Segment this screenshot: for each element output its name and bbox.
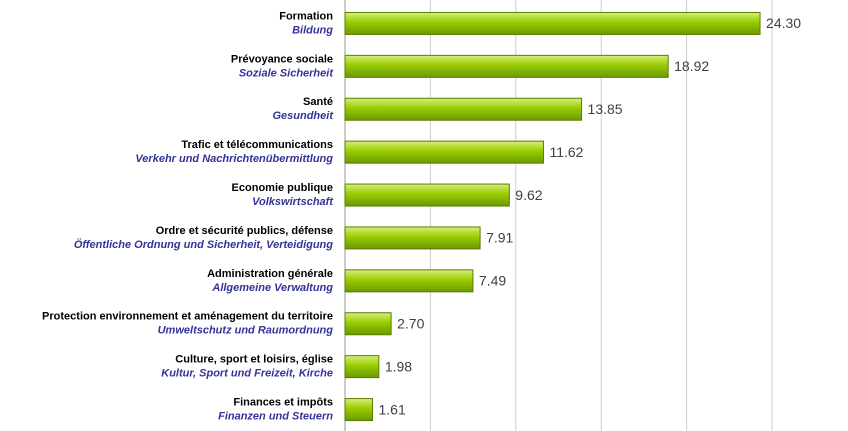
category-label: Santé [303,96,333,108]
bar [344,140,544,164]
value-label: 18.92 [674,58,709,74]
bar [344,312,392,336]
category-label: Finances et impôts [233,396,333,408]
bar [344,183,510,207]
value-label: 9.62 [515,187,542,203]
category-translation: Finanzen und Steuern [218,410,333,422]
category-translation: Kultur, Sport und Freizeit, Kirche [161,368,333,380]
value-label: 11.62 [549,144,583,160]
bar [344,226,481,250]
value-label: 13.85 [588,101,623,117]
category-label: Ordre et sécurité publics, défense [156,225,333,237]
category-label: Economie publique [232,182,333,194]
category-translation: Bildung [292,24,333,36]
bar [344,355,380,379]
category-label: Administration générale [207,268,333,280]
value-label: 7.49 [479,273,506,289]
category-translation: Umweltschutz und Raumordnung [158,325,334,337]
category-label: Protection environnement et aménagement … [42,311,333,323]
bar [344,54,669,78]
value-label: 1.98 [385,358,412,374]
bar [344,269,474,293]
value-label: 1.61 [378,401,405,417]
category-label: Trafic et télécommunications [181,139,333,151]
bar [344,11,761,35]
bar [344,398,373,422]
category-translation: Allgemeine Verwaltung [211,282,333,294]
category-translation: Verkehr und Nachrichtenübermittlung [135,153,333,165]
bar [344,97,583,121]
value-label: 24.30 [766,15,801,31]
value-label: 7.91 [486,230,513,246]
category-label: Prévoyance sociale [231,53,333,65]
category-label: Culture, sport et loisirs, église [175,354,333,366]
value-label: 2.70 [397,315,424,331]
category-translation: Soziale Sicherheit [239,67,334,79]
category-translation: Gesundheit [272,110,334,122]
category-translation: Öffentliche Ordnung und Sicherheit, Vert… [74,238,333,251]
category-translation: Volkswirtschaft [252,196,334,208]
category-label: Formation [279,10,333,22]
